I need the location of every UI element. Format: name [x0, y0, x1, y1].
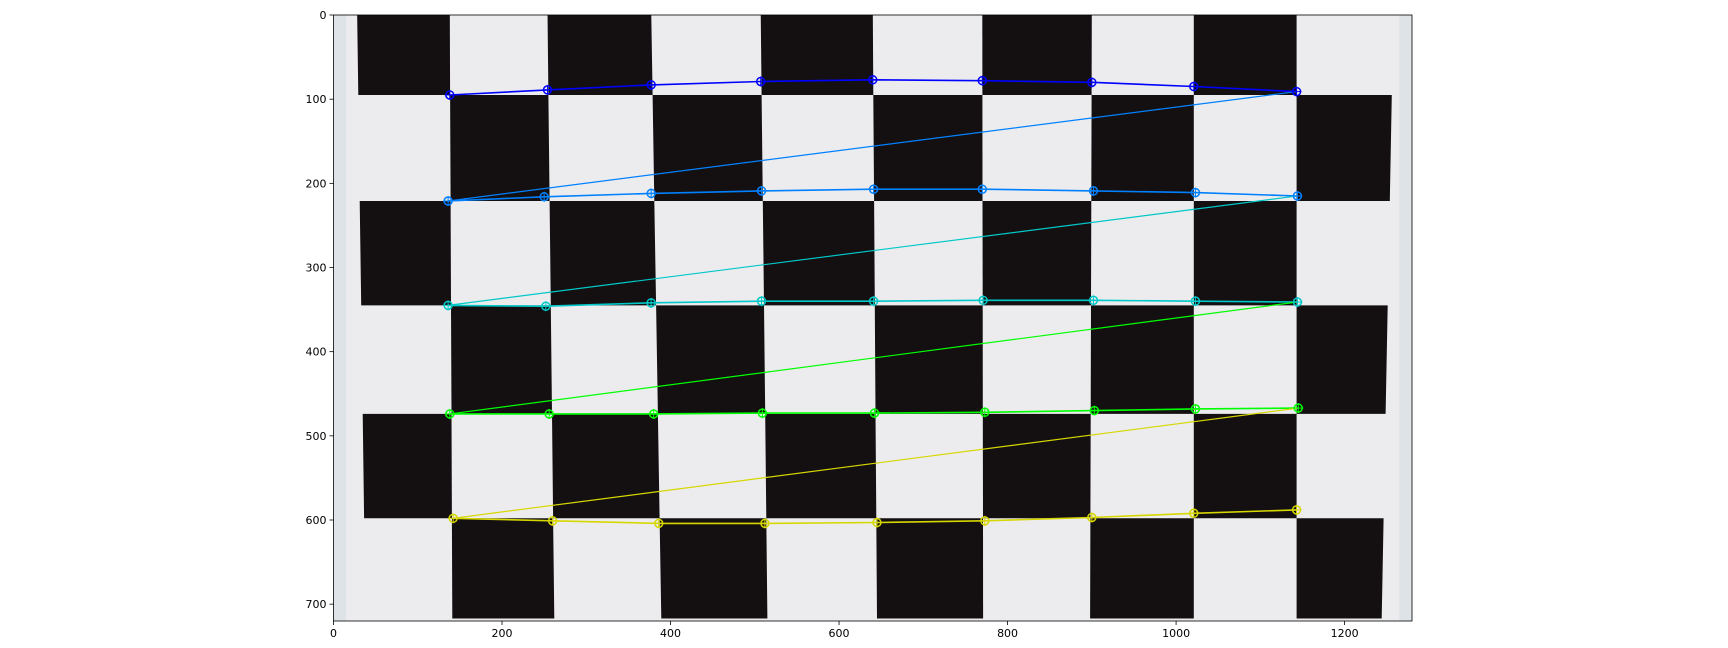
- dark-square: [1090, 518, 1194, 619]
- row-connector-line: [448, 90, 1297, 202]
- x-tick-label: 0: [330, 627, 337, 640]
- y-tick-label: 300: [306, 262, 327, 275]
- row-connector-line: [448, 195, 1298, 306]
- dark-square: [1296, 305, 1388, 414]
- dark-square: [873, 95, 983, 201]
- axes: 0 200 400 600 800 1000 1200 0 100 200 300 400 500 600…: [306, 9, 1413, 640]
- dark-square: [874, 305, 983, 414]
- dark-square: [451, 518, 555, 619]
- dark-square: [547, 15, 653, 95]
- corner-row: [443, 184, 1303, 306]
- row-connector-line: [449, 301, 1298, 415]
- dark-square: [1193, 413, 1297, 519]
- dark-square: [450, 95, 550, 201]
- dark-square: [652, 95, 763, 201]
- dark-square: [656, 305, 766, 414]
- dark-square: [659, 518, 768, 619]
- dark-square: [1091, 95, 1194, 201]
- x-tick-label: 800: [997, 627, 1018, 640]
- y-tick-label: 100: [306, 93, 327, 106]
- corner-row: [444, 74, 1302, 202]
- dark-square: [760, 15, 874, 95]
- y-tick-label: 200: [306, 177, 327, 190]
- dark-square: [982, 15, 1092, 95]
- x-tick-label: 1200: [1331, 627, 1359, 640]
- corner-detection-overlay: [443, 74, 1304, 529]
- dark-square: [549, 201, 657, 306]
- axes-frame: [333, 14, 1413, 622]
- x-tick-label: 200: [492, 627, 513, 640]
- dark-square: [451, 305, 552, 414]
- dark-square: [552, 413, 660, 519]
- dark-square: [762, 201, 875, 306]
- dark-square: [1193, 201, 1297, 306]
- corner-row: [443, 295, 1303, 415]
- x-tick-label: 600: [829, 627, 850, 640]
- dark-square: [359, 201, 451, 306]
- y-tick-label: 500: [306, 430, 327, 443]
- dark-square: [1296, 95, 1392, 201]
- dark-square: [362, 413, 452, 519]
- dark-square: [357, 15, 451, 95]
- y-tick-label: 700: [306, 598, 327, 611]
- corner-row: [444, 403, 1304, 519]
- x-tick-label: 1000: [1162, 627, 1190, 640]
- corner-row: [448, 504, 1302, 529]
- y-tick-label: 400: [306, 346, 327, 359]
- row-connector-line: [453, 407, 1299, 519]
- dark-square: [1090, 305, 1194, 414]
- y-tick-label: 600: [306, 514, 327, 527]
- dark-square: [982, 413, 1091, 519]
- checkerboard-image: [357, 15, 1392, 619]
- dark-square: [1296, 518, 1384, 619]
- dark-square: [876, 518, 984, 619]
- dark-square: [1193, 15, 1297, 95]
- dark-square: [982, 201, 1092, 306]
- x-tick-label: 400: [660, 627, 681, 640]
- dark-square: [765, 413, 877, 519]
- y-tick-label: 0: [320, 9, 327, 22]
